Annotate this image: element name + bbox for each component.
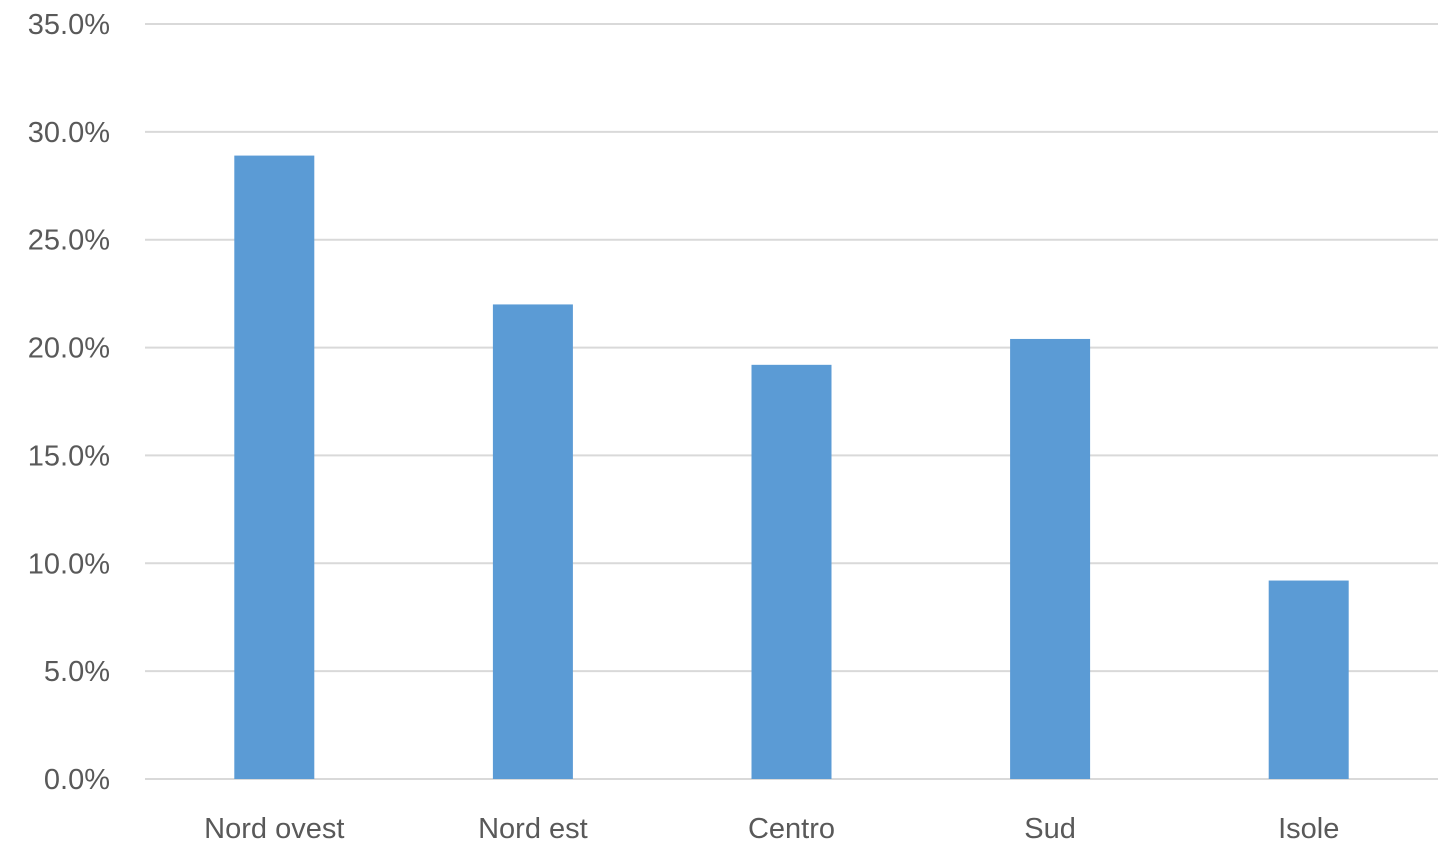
x-axis-category-labels: Nord ovest Nord est Centro Sud Isole <box>204 813 1339 845</box>
x-category-label: Isole <box>1278 813 1339 845</box>
y-tick-label: 35.0% <box>28 9 110 41</box>
y-tick-label: 10.0% <box>28 548 110 580</box>
y-tick-label: 20.0% <box>28 333 110 365</box>
y-tick-label: 15.0% <box>28 440 110 472</box>
y-tick-label: 5.0% <box>44 656 110 688</box>
y-tick-label: 25.0% <box>28 225 110 257</box>
bar <box>751 364 832 779</box>
bar <box>234 155 315 780</box>
bar <box>1010 338 1091 779</box>
bar <box>492 304 573 779</box>
x-category-label: Sud <box>1024 813 1076 845</box>
bar <box>1268 580 1349 779</box>
y-tick-label: 30.0% <box>28 117 110 149</box>
y-tick-label: 0.0% <box>44 764 110 796</box>
x-category-label: Nord ovest <box>204 813 344 845</box>
y-axis-tick-labels: 0.0% 5.0% 10.0% 15.0% 20.0% 25.0% 30.0% 35.0% <box>28 9 110 796</box>
x-category-label: Centro <box>748 813 835 845</box>
bars <box>234 155 1349 780</box>
x-category-label: Nord est <box>478 813 588 845</box>
